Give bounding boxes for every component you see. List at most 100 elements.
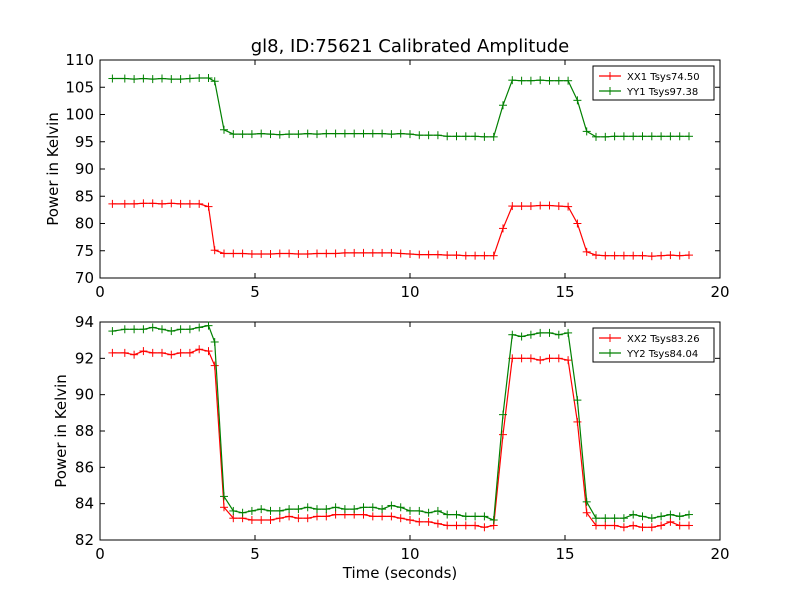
data-point <box>331 249 340 258</box>
data-point <box>266 516 275 525</box>
data-point <box>675 512 684 521</box>
x-tick-label: 5 <box>250 283 260 301</box>
y-tick-label: 82 <box>75 531 94 549</box>
y-tick-label: 84 <box>75 495 94 513</box>
data-point <box>130 325 139 334</box>
top-plot: 0 5 10 15 20 70 75 80 85 90 95 100 105 110 Power in Ke… <box>44 51 730 301</box>
data-point <box>247 506 256 515</box>
data-point <box>120 325 129 334</box>
data-point <box>285 249 294 258</box>
data-point <box>657 521 666 530</box>
data-point <box>526 76 535 85</box>
data-point <box>350 248 359 257</box>
y-tick-label: 100 <box>65 106 94 124</box>
data-point <box>526 354 535 363</box>
data-point <box>176 325 185 334</box>
data-point <box>685 510 693 519</box>
data-point <box>195 73 204 82</box>
data-point <box>210 337 219 346</box>
data-point <box>387 248 396 257</box>
data-point <box>266 506 275 515</box>
data-point <box>657 251 666 260</box>
data-point <box>433 506 442 515</box>
data-point <box>396 514 405 523</box>
data-point <box>148 75 157 84</box>
data-point <box>610 514 619 523</box>
data-point <box>130 350 139 359</box>
data-point <box>158 348 166 357</box>
data-point <box>610 521 619 530</box>
data-point <box>489 251 498 260</box>
data-point <box>685 251 693 260</box>
data-point <box>406 506 414 515</box>
data-point <box>368 503 377 512</box>
data-point <box>517 76 526 85</box>
data-point <box>396 249 405 258</box>
data-point <box>526 202 535 211</box>
data-point <box>303 250 312 259</box>
data-point <box>657 512 666 521</box>
data-point <box>508 202 517 211</box>
data-point <box>257 250 266 259</box>
data-point <box>452 251 461 260</box>
data-point <box>461 521 470 530</box>
data-point <box>638 251 647 260</box>
data-point <box>176 75 185 84</box>
data-point <box>204 347 213 356</box>
x-tick-label: 15 <box>555 283 574 301</box>
data-point <box>220 125 228 134</box>
data-point <box>471 521 480 530</box>
data-point <box>489 516 498 525</box>
data-point <box>601 251 610 260</box>
data-point <box>359 503 368 512</box>
data-point <box>601 514 610 523</box>
data-point <box>554 330 563 339</box>
data-point <box>220 503 228 512</box>
data-point <box>185 348 194 357</box>
data-point <box>592 132 600 141</box>
data-point <box>368 129 377 138</box>
data-point <box>148 199 157 208</box>
y-tick-label: 105 <box>65 78 94 96</box>
data-point <box>554 76 563 85</box>
data-point <box>573 396 582 405</box>
data-point <box>573 219 582 228</box>
data-point <box>461 512 470 521</box>
data-point <box>108 348 117 357</box>
data-point <box>545 328 554 337</box>
data-point <box>247 130 256 139</box>
y-tick-label: 85 <box>75 187 94 205</box>
data-point <box>176 348 185 357</box>
data-point <box>303 514 312 523</box>
data-point <box>564 356 573 365</box>
data-point <box>176 199 185 208</box>
data-point <box>433 519 442 528</box>
data-point <box>601 521 610 530</box>
chart-title: gl8, ID:75621 Calibrated Amplitude <box>251 36 570 57</box>
data-point <box>536 201 545 210</box>
data-point <box>275 130 284 139</box>
y-axis-label: Power in Kelvin <box>52 374 70 488</box>
data-point <box>294 505 303 514</box>
data-point <box>619 514 628 523</box>
legend-entry: YY1 Tsys97.38 <box>599 87 698 98</box>
data-point <box>359 510 368 519</box>
legend-entry: YY2 Tsys84.04 <box>599 349 698 360</box>
data-point <box>564 202 573 211</box>
data-point <box>638 512 647 521</box>
data-point <box>545 201 554 210</box>
series-1 <box>108 345 693 532</box>
data-point <box>443 510 452 519</box>
legend-box <box>592 65 715 101</box>
data-point <box>313 512 321 521</box>
y-tick-label: 110 <box>65 51 94 69</box>
data-point <box>210 246 219 255</box>
data-point <box>638 132 647 141</box>
data-point <box>619 523 628 532</box>
legend-label: YY1 Tsys97.38 <box>626 87 698 98</box>
data-point <box>601 132 610 141</box>
data-point <box>195 345 204 354</box>
data-point <box>480 523 489 532</box>
data-point <box>167 75 176 84</box>
data-point <box>167 327 176 336</box>
